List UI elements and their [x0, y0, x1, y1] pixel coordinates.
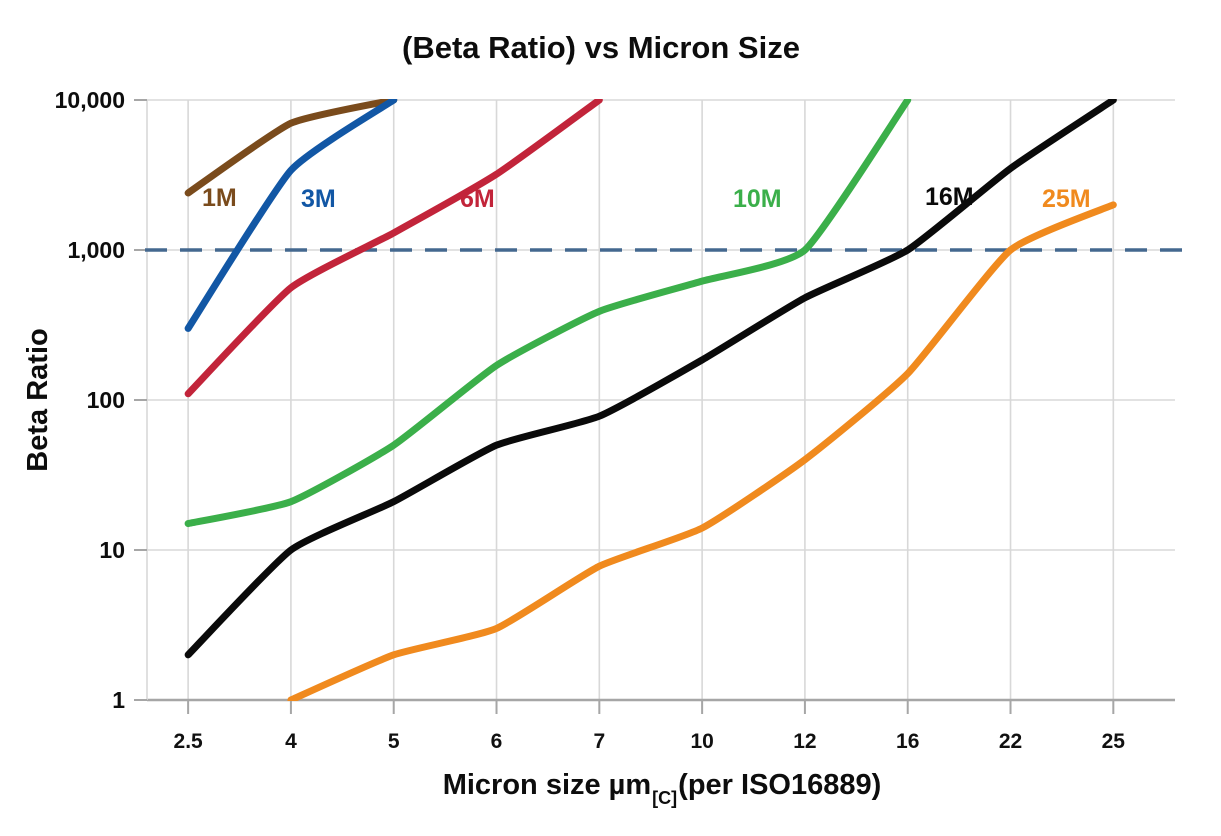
- series-line-16m: [184, 99, 1117, 659]
- x-tick-label: 10: [690, 730, 713, 753]
- series-label-3m: 3M: [301, 185, 336, 213]
- series-label-10m: 10M: [733, 185, 782, 213]
- y-tick-label: 100: [87, 387, 125, 413]
- x-tick-label: 16: [896, 730, 919, 753]
- y-tick-label: 1: [112, 687, 125, 713]
- x-tick-label: 4: [285, 730, 297, 753]
- x-axis-tick-labels: 2.5 4 5 6 7 10 12 16 22 25: [174, 730, 1126, 753]
- y-axis-title: Beta Ratio: [22, 328, 54, 471]
- series-label-6m: 6M: [460, 185, 495, 213]
- series-line-6m: [184, 99, 603, 398]
- series-line-10m: [184, 99, 912, 528]
- y-axis-tick-labels: 1 10 100 1,000 10,000: [55, 87, 126, 713]
- data-series-group: [184, 99, 1117, 701]
- x-tick-label: 2.5: [174, 730, 204, 753]
- series-line-25m: [287, 201, 1117, 701]
- chart-title: (Beta Ratio) vs Micron Size: [402, 30, 800, 65]
- axis-lines: [134, 99, 1175, 714]
- x-axis-title-group: Micron size µm [C] (per ISO16889): [443, 769, 882, 808]
- x-axis-title-suffix: (per ISO16889): [678, 769, 881, 801]
- series-label-1m: 1M: [202, 184, 237, 212]
- x-axis-title-main: Micron size µm: [443, 769, 651, 801]
- x-tick-label: 22: [999, 730, 1022, 753]
- x-tick-label: 25: [1102, 730, 1126, 753]
- x-axis-title-subscript: [C]: [652, 788, 677, 808]
- grid-lines: [147, 99, 1175, 701]
- y-tick-label: 10: [99, 537, 125, 563]
- x-tick-label: 12: [793, 730, 816, 753]
- y-tick-label: 1,000: [67, 237, 125, 263]
- x-tick-label: 7: [593, 730, 605, 753]
- y-tick-label: 10,000: [55, 87, 125, 113]
- series-label-16m: 16M: [925, 183, 974, 211]
- y-axis-title-group: Beta Ratio: [22, 328, 54, 471]
- x-tick-label: 5: [388, 730, 400, 753]
- series-inline-labels: 1M 3M 6M 10M 16M 25M: [202, 183, 1091, 213]
- series-line-1m: [184, 99, 398, 197]
- series-line-3m: [184, 99, 398, 332]
- series-label-25m: 25M: [1042, 185, 1091, 213]
- x-tick-label: 6: [491, 730, 503, 753]
